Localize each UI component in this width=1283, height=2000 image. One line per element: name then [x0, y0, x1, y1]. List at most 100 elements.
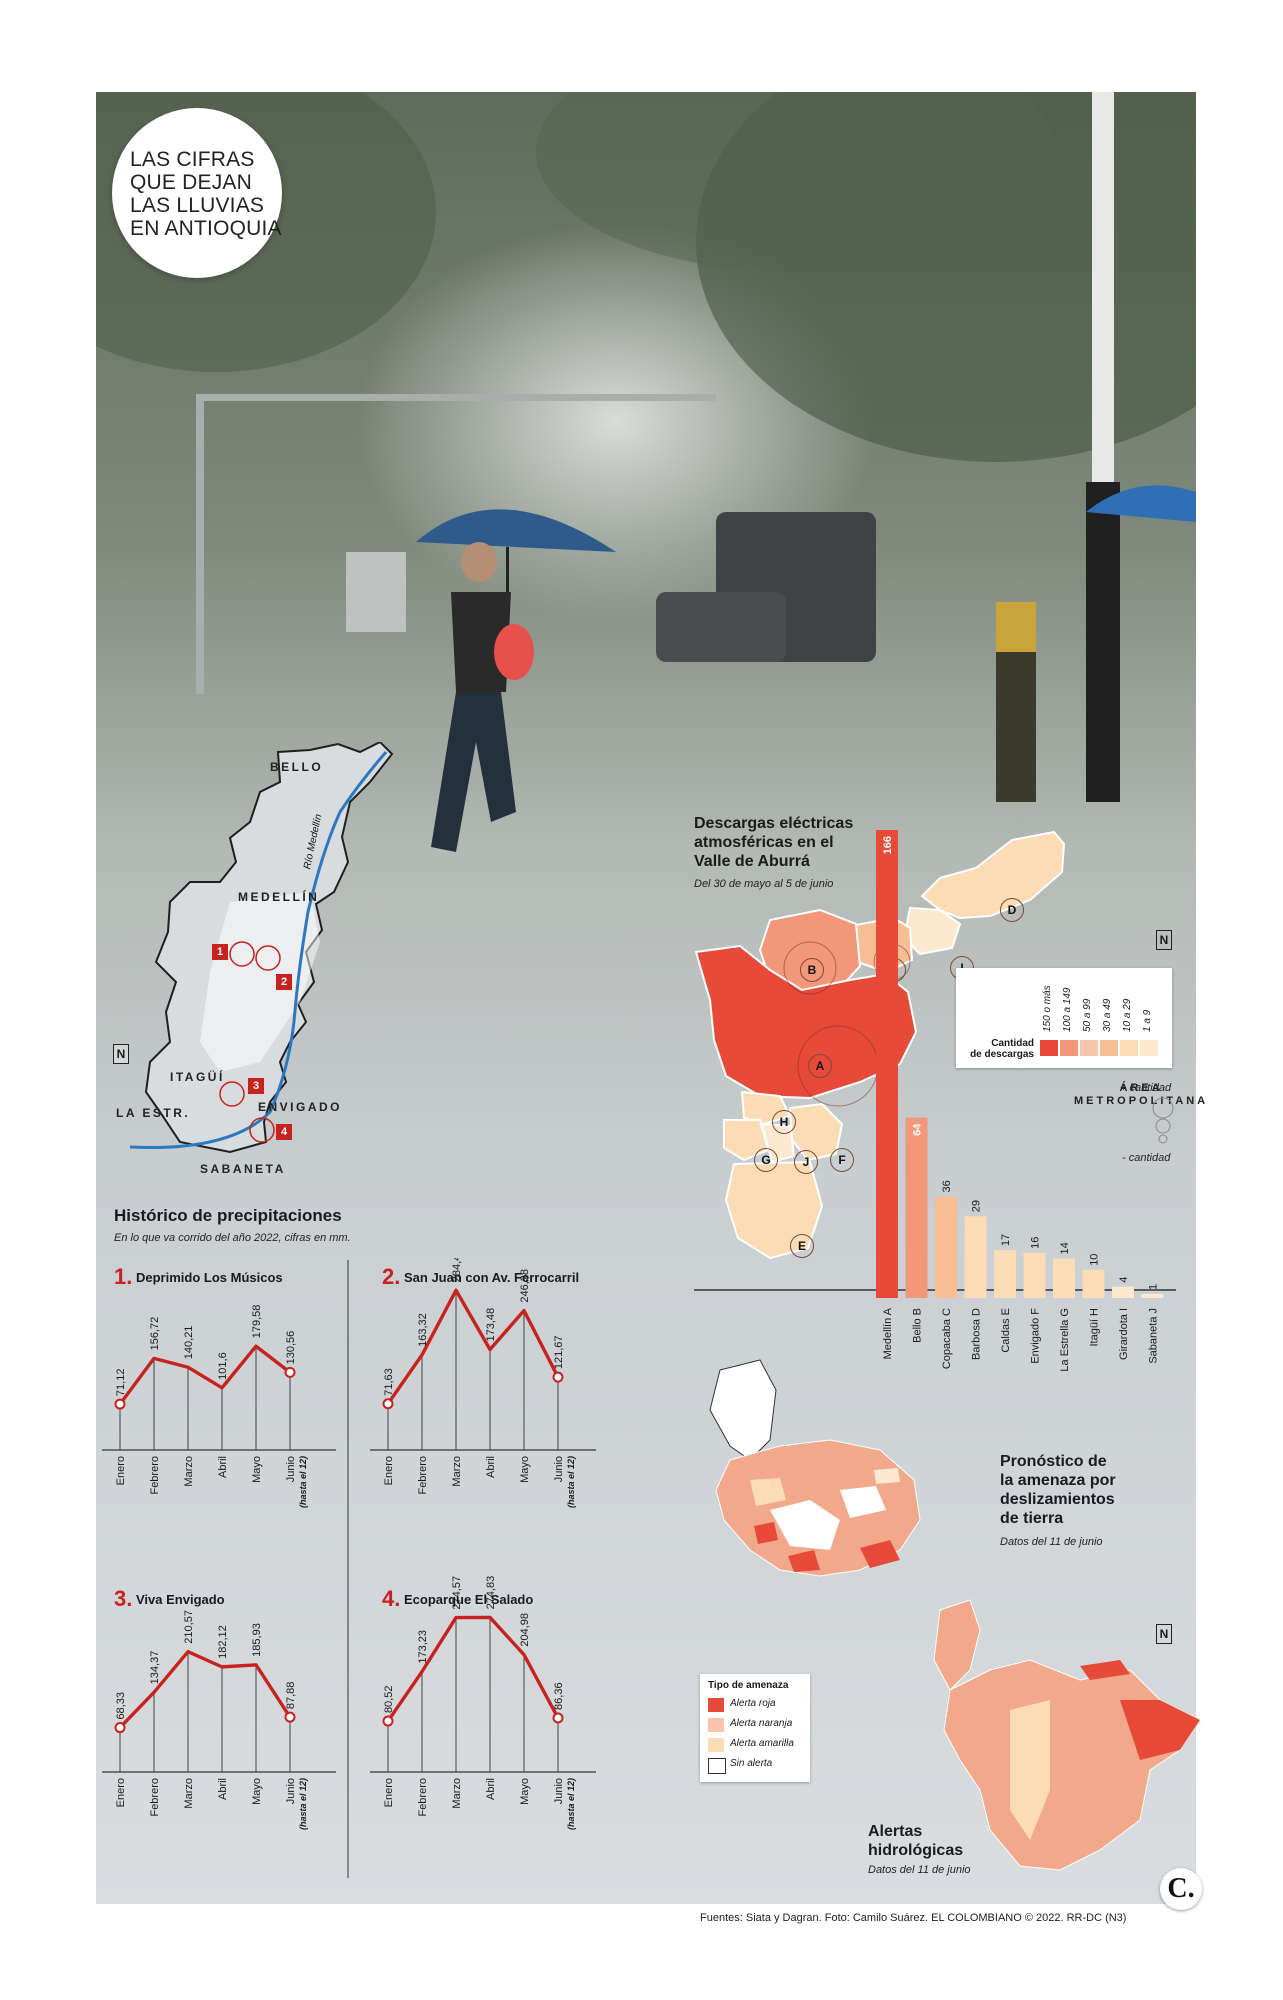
bar-value-label: 17: [1000, 1234, 1012, 1246]
line-chart-1: 1. Deprimido Los Músicos 71,12 156,72 140,21…: [102, 1264, 336, 1508]
bar-category-label: Itagüí H: [1089, 1308, 1101, 1347]
legend-swatch: [1080, 1040, 1098, 1056]
zone-label-a: A: [808, 1054, 832, 1078]
threat-swatch: [708, 1738, 724, 1752]
threat-label: Sin alerta: [730, 1758, 773, 1769]
bar: [1053, 1258, 1075, 1298]
hydro-title: Alertas hidrológicas: [868, 1823, 964, 1859]
data-label: 86,36: [553, 1682, 565, 1710]
threat-legend-title: Tipo de amenaza: [708, 1680, 789, 1691]
bar-category-label: Barbosa D: [971, 1308, 983, 1360]
hydro-alerts-map: [933, 1599, 1201, 1871]
legend-range-label: 150 o más: [1042, 985, 1053, 1032]
threat-label: Alerta amarilla: [730, 1738, 794, 1749]
bar-value-label: 29: [971, 1200, 983, 1212]
end-point: [284, 1711, 296, 1723]
bar: [1141, 1294, 1164, 1298]
bar-category-label: La Estrella G: [1059, 1308, 1071, 1372]
chart-title: San Juan con Av. Ferrocarril: [404, 1270, 579, 1285]
legend-swatch: [1060, 1040, 1078, 1056]
tick-label: Abril: [217, 1778, 229, 1800]
label-itagui: ITAGÜÍ: [170, 1070, 225, 1084]
title-badge-text: LAS CIFRAS QUE DEJAN LAS LLUVIAS EN ANTI…: [130, 148, 282, 240]
bar: [935, 1196, 957, 1298]
bar: [1112, 1286, 1134, 1298]
tick-label: Enero: [383, 1456, 395, 1485]
series-line: [386, 1615, 560, 1723]
legend-swatch: [1100, 1040, 1118, 1056]
data-label: 284,48: [451, 1258, 463, 1282]
tick-label: Abril: [217, 1456, 229, 1478]
data-label: 274,57: [451, 1576, 463, 1610]
tick-label: Mayo: [251, 1456, 263, 1483]
data-label: 140,21: [183, 1326, 195, 1360]
north-icon-aburra: N: [113, 1044, 129, 1064]
aburra-valley-map: [129, 742, 394, 1154]
threat-legend: Tipo de amenaza Alerta roja Alerta naranj…: [700, 1674, 810, 1782]
tick-label: Enero: [383, 1778, 395, 1807]
tick-label: Marzo: [451, 1778, 463, 1809]
tick-label: Febrero: [149, 1778, 161, 1817]
chart-number: 1.: [114, 1264, 132, 1289]
legend-swatch: [1140, 1040, 1158, 1056]
label-bello: BELLO: [270, 760, 324, 774]
tick-label: Abril: [485, 1456, 497, 1478]
tick-label: Junio: [285, 1456, 297, 1482]
bar-value-label: 166: [882, 836, 894, 854]
data-label: 179,58: [251, 1305, 263, 1339]
zone-label-f: F: [830, 1148, 854, 1172]
discharges-title: Descargas eléctricas atmosféricas en el …: [694, 815, 854, 870]
data-label: 274,83: [485, 1576, 497, 1610]
line-chart-2: 2. San Juan con Av. Ferrocarril 71,63 163,3…: [370, 1258, 596, 1508]
data-label: 80,52: [383, 1686, 395, 1714]
marker-3: 3: [248, 1078, 264, 1094]
data-label: 101,6: [217, 1352, 229, 1380]
tick-label: Junio: [285, 1778, 297, 1804]
bar: [876, 830, 898, 1298]
data-label: 163,32: [417, 1313, 429, 1347]
zone-markers: [219, 941, 281, 1143]
threat-label: Alerta roja: [730, 1698, 776, 1709]
legend-range-label: 10 a 29: [1122, 998, 1133, 1032]
precip-title: Histórico de precipitaciones: [114, 1206, 342, 1225]
zone-label-j: J: [794, 1150, 818, 1174]
more-quantity-label: + cantidad: [1120, 1082, 1172, 1094]
bar-category-label: Copacaba C: [941, 1308, 953, 1369]
medellin-river: [129, 751, 388, 1150]
tick-label: Marzo: [183, 1456, 195, 1487]
bar: [994, 1250, 1016, 1298]
zone-label-b: B: [800, 958, 824, 982]
bar-value-label: 36: [941, 1180, 953, 1192]
tick-note: (hasta el 12): [566, 1778, 576, 1830]
end-point: [382, 1398, 394, 1410]
zone-a-shape: [694, 944, 918, 1100]
chart-number: 4.: [382, 1586, 400, 1611]
label-sabaneta: SABANETA: [200, 1162, 286, 1176]
landslide-subtitle: Datos del 11 de junio: [1000, 1536, 1103, 1548]
landslide-title: Pronóstico de la amenaza por deslizamien…: [1000, 1453, 1116, 1527]
bar: [1082, 1269, 1105, 1298]
tick-label: Enero: [115, 1778, 127, 1807]
data-label: 121,67: [553, 1335, 565, 1369]
threat-swatch: [708, 1698, 724, 1712]
bar-category-label: Bello B: [912, 1308, 924, 1343]
marker-2: 2: [276, 974, 292, 990]
data-label: 204,98: [519, 1613, 531, 1647]
line-chart-3: 3. Viva Envigado 68,33 134,37 210,57 182,12 18…: [102, 1586, 336, 1830]
discharges-subtitle: Del 30 de mayo al 5 de junio: [694, 878, 834, 890]
tick-label: Febrero: [149, 1456, 161, 1495]
footer-credits: Fuentes: Siata y Dagran. Foto: Camilo Su…: [700, 1912, 1127, 1924]
data-label: 173,23: [417, 1630, 429, 1664]
bar-value-label: 10: [1089, 1254, 1101, 1266]
less-quantity-label: - cantidad: [1122, 1152, 1171, 1164]
legend-swatch: [1040, 1040, 1058, 1056]
threat-swatch: [708, 1718, 724, 1732]
tick-label: Abril: [485, 1778, 497, 1800]
tick-label: Marzo: [183, 1778, 195, 1809]
discharges-map: [694, 830, 1176, 1291]
label-la-estrella: LA ESTR.: [116, 1106, 191, 1120]
tick-note: (hasta el 12): [298, 1778, 308, 1830]
tick-label: Junio: [553, 1456, 565, 1482]
tick-note: (hasta el 12): [566, 1456, 576, 1508]
landslide-map: [709, 1359, 921, 1577]
